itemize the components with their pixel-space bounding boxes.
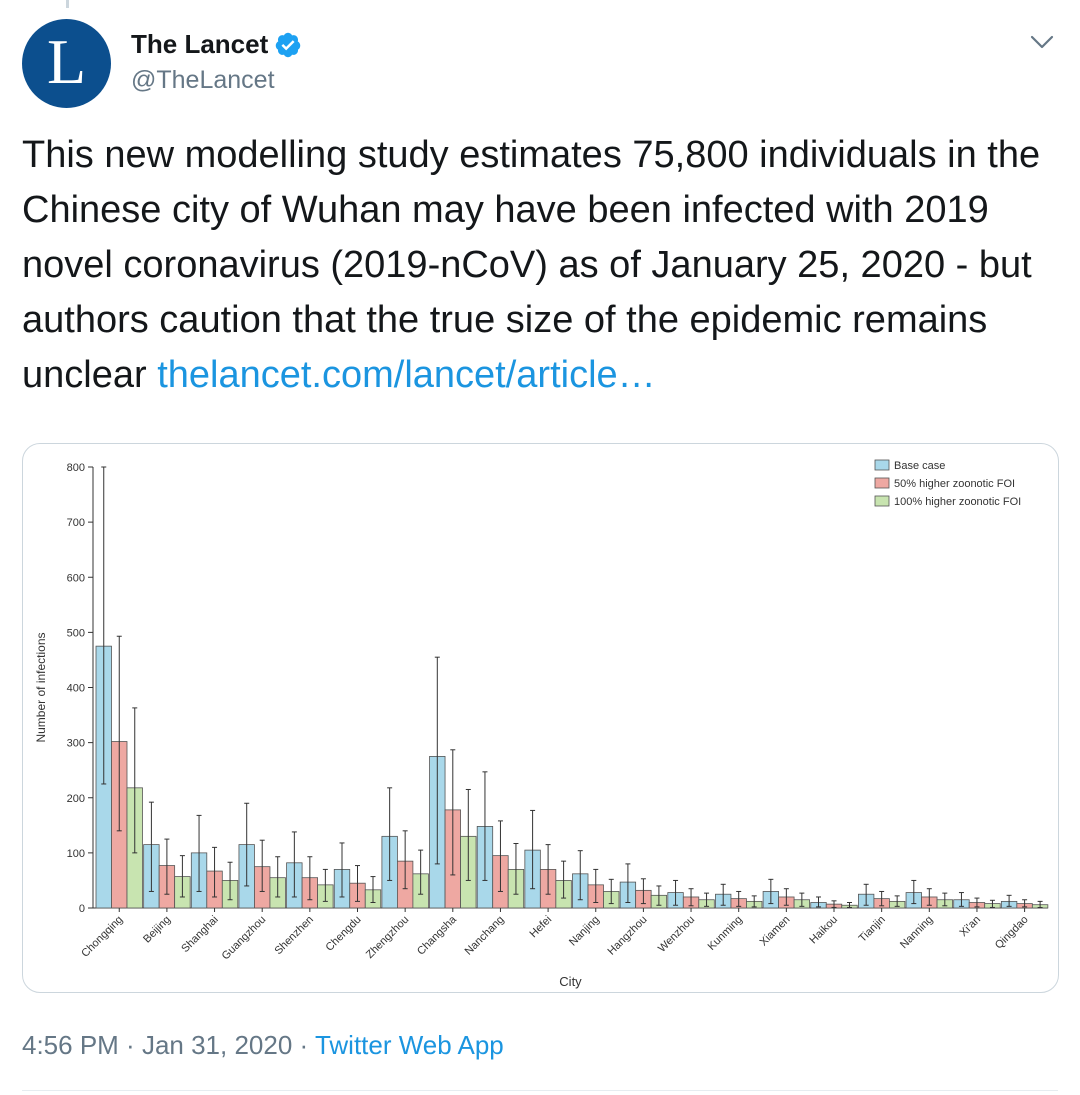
- divider: [22, 1090, 1058, 1091]
- x-tick-label: Haikou: [807, 914, 840, 947]
- display-name-row: The Lancet: [131, 29, 302, 60]
- article-link[interactable]: thelancet.com/lancet/article…: [157, 354, 656, 396]
- x-tick-label: Wenzhou: [656, 914, 697, 955]
- thread-connector-line: [66, 0, 69, 8]
- infections-bar-chart: 0 100 200 300 400 500 600 700 800 Number of infec…: [34, 459, 1049, 989]
- y-tick-label: 400: [67, 683, 85, 695]
- tweet-metadata: 4:56 PM · Jan 31, 2020 · Twitter Web App: [22, 1030, 504, 1061]
- handle[interactable]: @TheLancet: [131, 66, 275, 94]
- media-card[interactable]: 0 100 200 300 400 500 600 700 800 Number of infec…: [22, 443, 1059, 993]
- tweet-time[interactable]: 4:56 PM: [22, 1030, 119, 1060]
- tweet-text: This new modelling study estimates 75,80…: [22, 128, 1062, 403]
- x-tick-label: Beijing: [141, 914, 173, 946]
- legend-swatch: [874, 495, 890, 507]
- x-tick-label: Shanghai: [179, 914, 220, 955]
- x-tick-label: Nanchang: [463, 914, 507, 958]
- tweet-date[interactable]: Jan 31, 2020: [141, 1030, 293, 1060]
- y-tick-label: 100: [67, 848, 85, 860]
- y-tick-label: 0: [79, 903, 85, 915]
- tweet-body-text: This new modelling study estimates 75,80…: [22, 134, 1041, 396]
- avatar-letter: L: [46, 25, 87, 97]
- y-tick-label: 800: [67, 462, 85, 474]
- x-axis-label: City: [559, 974, 582, 989]
- display-name[interactable]: The Lancet: [131, 29, 269, 59]
- verified-badge-icon: [275, 32, 301, 57]
- x-tick-label: Guangzhou: [220, 914, 269, 963]
- x-tick-label: Hangzhou: [606, 914, 650, 958]
- legend-label: 50% higher zoonotic FOI: [894, 478, 1015, 490]
- x-tick-label: Nanjing: [567, 914, 602, 949]
- x-tick-label: Kunming: [706, 914, 745, 953]
- avatar[interactable]: L: [22, 19, 111, 108]
- x-tick-label: Shenzhen: [272, 914, 316, 958]
- x-tick-label: Qingdao: [993, 914, 1031, 952]
- meta-separator: ·: [118, 1030, 142, 1060]
- y-axis-label: Number of infections: [34, 632, 48, 742]
- x-tick-label: Zhengzhou: [364, 914, 411, 961]
- source-link[interactable]: Twitter Web App: [314, 1030, 504, 1060]
- legend-label: 100% higher zoonotic FOI: [894, 496, 1021, 508]
- x-tick-label: Tianjin: [857, 914, 888, 945]
- x-tick-label: Xi'an: [958, 914, 984, 940]
- x-tick-label: Changsha: [415, 913, 460, 958]
- y-tick-label: 600: [67, 572, 85, 584]
- y-tick-label: 300: [67, 738, 85, 750]
- meta-separator: ·: [292, 1030, 315, 1060]
- y-tick-label: 500: [67, 627, 85, 639]
- y-tick-label: 700: [67, 517, 85, 529]
- x-tick-label: Chengdu: [324, 914, 364, 954]
- chevron-down-icon[interactable]: [1030, 34, 1054, 50]
- legend-swatch: [874, 459, 890, 471]
- legend-swatch: [874, 477, 890, 489]
- y-tick-label: 200: [67, 793, 85, 805]
- x-tick-label: Chongqing: [79, 914, 125, 960]
- author-block: The Lancet @TheLancet: [131, 29, 302, 95]
- x-tick-label: Hefei: [528, 914, 555, 941]
- x-tick-label: Nanning: [898, 914, 935, 951]
- x-tick-label: Xiamen: [758, 914, 793, 949]
- legend-label: Base case: [894, 460, 945, 472]
